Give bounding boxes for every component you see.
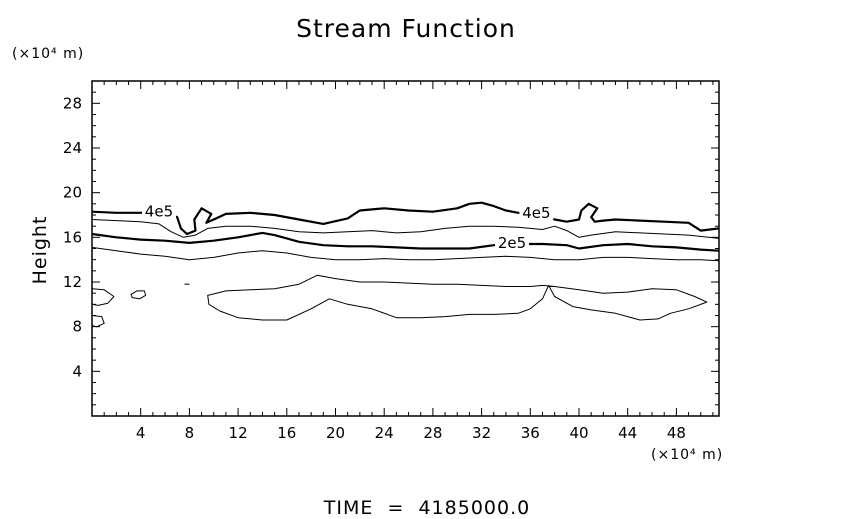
x-tick-label: 32 xyxy=(472,424,491,442)
x-tick-label: 24 xyxy=(375,424,394,442)
x-tick-label: 28 xyxy=(423,424,442,442)
x-tick-label: 12 xyxy=(229,424,248,442)
y-tick-label: 20 xyxy=(63,184,82,202)
x-tick-label: 40 xyxy=(569,424,588,442)
time-footer: TIME = 4185000.0 xyxy=(323,497,531,519)
contour-line-2e5 xyxy=(91,231,720,252)
axis-ticks xyxy=(92,81,719,416)
contour-line-0 xyxy=(91,315,105,328)
y-tick-label: 24 xyxy=(63,139,82,157)
contour-labels: 4e5 4e5 2e5 xyxy=(141,202,554,252)
chart-title: Stream Function xyxy=(296,14,516,43)
y-tick-label: 28 xyxy=(63,94,82,112)
x-axis-unit: (×10⁴ m) xyxy=(651,447,724,463)
y-tick-label: 4 xyxy=(72,362,82,380)
y-tick-label: 12 xyxy=(63,273,82,291)
y-tick-label: 16 xyxy=(63,228,82,246)
x-tick-label: 44 xyxy=(618,424,637,442)
contour-line-3e5 xyxy=(91,219,720,239)
contour-label: 2e5 xyxy=(498,234,526,252)
contour-line-0 xyxy=(130,290,147,300)
contour-label-bg xyxy=(141,202,176,219)
contour-line-1e5 xyxy=(91,246,720,262)
y-tick-label: 8 xyxy=(72,318,82,336)
x-tick-label: 16 xyxy=(277,424,296,442)
contour-line-4e5 xyxy=(91,201,720,236)
x-tick-label: 48 xyxy=(667,424,686,442)
contour-label: 4e5 xyxy=(522,204,550,222)
x-tick-label: 20 xyxy=(326,424,345,442)
x-tick-label: 8 xyxy=(185,424,195,442)
contour-line-0 xyxy=(91,288,115,306)
x-tick-label: 4 xyxy=(136,424,146,442)
contour-lines xyxy=(91,201,720,328)
contour-line-0 xyxy=(207,274,708,321)
contour-label: 4e5 xyxy=(145,203,173,221)
contour-label-bg xyxy=(519,203,554,220)
x-tick-label: 36 xyxy=(521,424,540,442)
contour-label-bg xyxy=(495,233,530,250)
y-axis-unit: (×10⁴ m) xyxy=(12,46,85,62)
